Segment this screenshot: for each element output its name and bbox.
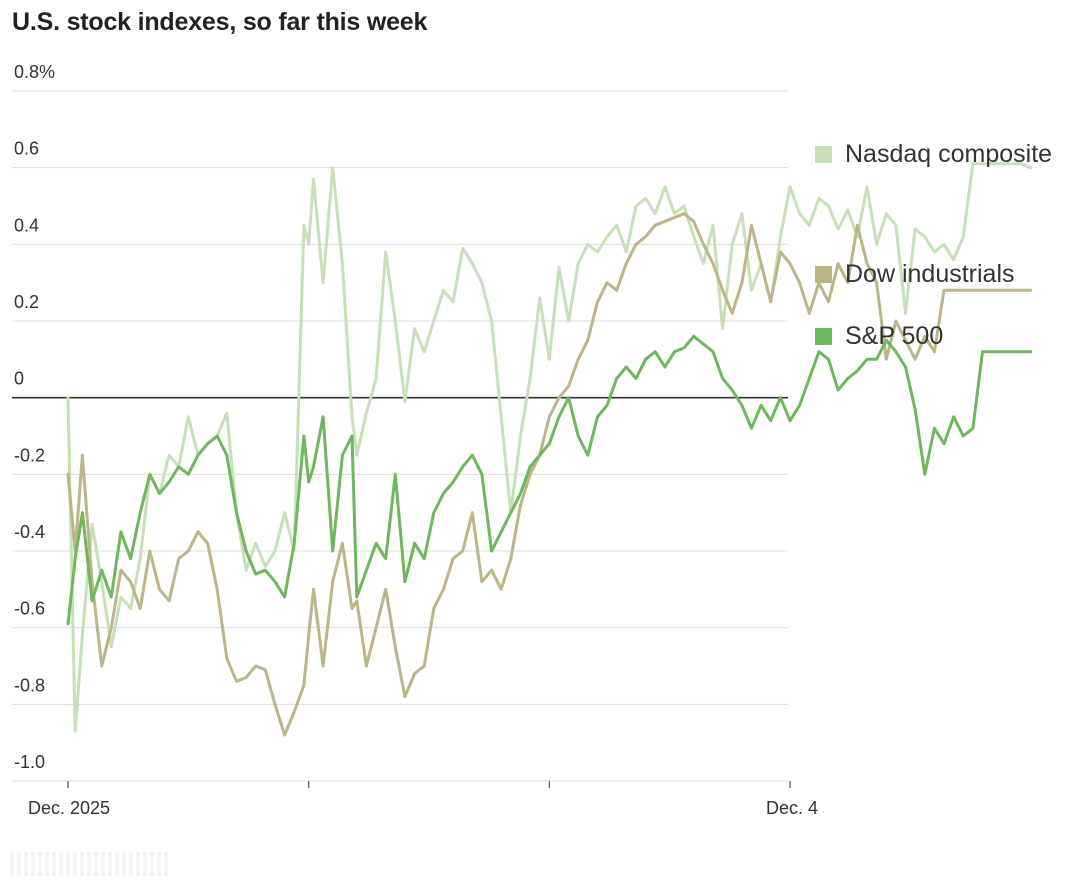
- series-line-s-p-500: [66, 334, 1033, 626]
- legend-swatch-dow: [815, 266, 832, 283]
- y-tick-label: 0.4: [14, 215, 39, 235]
- x-tick-label: Dec. 4: [766, 798, 818, 818]
- series-lines: [66, 162, 1033, 737]
- legend-item-dow: Dow industrials: [815, 260, 1015, 289]
- legend-label-sp500: S&P 500: [845, 322, 944, 350]
- y-tick-label: -0.6: [14, 599, 45, 619]
- y-tick-label: -0.8: [14, 675, 45, 695]
- y-tick-label: 0: [14, 369, 24, 389]
- legend-swatch-sp500: [815, 328, 832, 345]
- legend-label-dow: Dow industrials: [845, 260, 1015, 288]
- gridlines: [12, 90, 788, 782]
- y-tick-label: 0.6: [14, 139, 39, 159]
- y-tick-label: 0.2: [14, 292, 39, 312]
- y-axis-ticks: 0.8% 0.6 0.4 0.2 0 -0.2 -0.4 -0.6 -0.8 -1.0: [14, 62, 55, 772]
- legend-label-nasdaq: Nasdaq composite: [845, 140, 1053, 168]
- legend-item-sp500: S&P 500: [815, 322, 943, 351]
- y-tick-label: -0.2: [14, 445, 45, 465]
- series-line-nasdaq-composite: [66, 162, 1033, 733]
- y-tick-label: 0.8%: [14, 62, 55, 82]
- legend-item-nasdaq: Nasdaq composite: [815, 140, 1052, 169]
- y-tick-label: -1.0: [14, 752, 45, 772]
- x-tick-label: Dec. 2025: [28, 798, 110, 818]
- x-axis-ticks: Dec. 2025 Dec. 4: [28, 781, 818, 818]
- watermark: [10, 852, 170, 876]
- chart-title: U.S. stock indexes, so far this week: [12, 8, 428, 36]
- legend-swatch-nasdaq: [815, 146, 832, 163]
- y-tick-label: -0.4: [14, 522, 45, 542]
